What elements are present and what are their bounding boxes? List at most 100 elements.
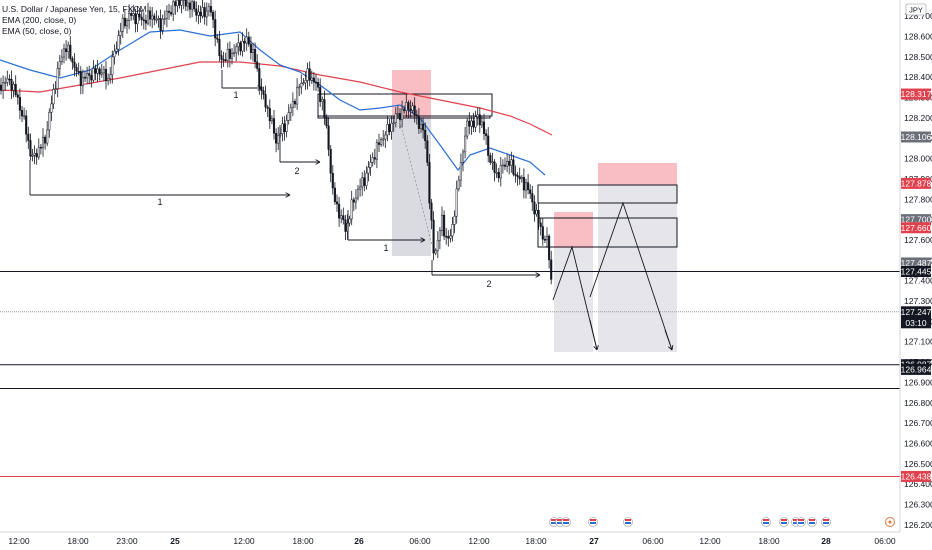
event-flag-stripe (551, 522, 557, 524)
candle-body (44, 136, 47, 144)
candle-body (136, 13, 139, 25)
event-icon (623, 517, 633, 527)
candle-body (94, 68, 97, 74)
event-icon (588, 517, 598, 527)
candle-body (25, 115, 28, 135)
event-icon (561, 517, 571, 527)
candle-body (529, 189, 532, 194)
candle-body (480, 121, 483, 126)
candle-body (35, 153, 38, 158)
event-flag-stripe (763, 522, 769, 524)
candle-body (195, 8, 198, 16)
candle-body (411, 105, 414, 111)
candle-body (241, 40, 244, 52)
candle-body (398, 113, 402, 120)
event-flag-stripe (557, 522, 563, 524)
candle-body (8, 78, 11, 81)
wave-label: 2 (486, 279, 491, 289)
price-tick-label: 128.500 (904, 52, 932, 62)
candle-body (237, 42, 240, 48)
price-label-box (901, 306, 931, 329)
candle-body (535, 209, 538, 215)
candle-body (459, 162, 462, 181)
candle-body (41, 136, 45, 149)
candle-body (163, 18, 166, 20)
event-flag-stripe (763, 519, 769, 521)
candle-body (539, 222, 542, 227)
candle-body (199, 11, 202, 17)
wave-label: 1 (233, 90, 238, 100)
price-label-text: 128.317 (901, 89, 932, 99)
candle-body (474, 116, 477, 128)
candle-body (149, 10, 152, 20)
candle-body (16, 94, 19, 98)
candle-body (396, 113, 399, 115)
event-icon (807, 517, 817, 527)
candle-body (354, 197, 357, 203)
candle-body (501, 164, 504, 167)
candle-body (75, 67, 78, 72)
candle-body (464, 135, 467, 153)
candle-body (170, 12, 173, 15)
time-tick-label: 12:00 (468, 536, 490, 546)
event-flag-stripe (551, 519, 557, 521)
event-flag-stripe (823, 522, 829, 524)
price-tick-label: 126.400 (904, 479, 932, 489)
candle-body (312, 77, 315, 83)
candle-body (157, 18, 160, 20)
candle-body (140, 16, 143, 20)
candle-body (443, 214, 446, 237)
price-tick-label: 128.400 (904, 72, 932, 82)
event-flag-stripe (557, 519, 563, 521)
candles-layer (0, 0, 553, 285)
projection-path-2 (589, 201, 673, 351)
candle-body (449, 235, 452, 239)
candle-body (100, 72, 103, 75)
candle-body (77, 70, 80, 73)
price-tick-label: 127.100 (904, 337, 932, 347)
candle-body (172, 1, 175, 15)
candle-body (457, 179, 460, 190)
candle-body (409, 108, 412, 111)
candle-body (472, 120, 475, 128)
candle-body (197, 11, 200, 16)
candle-body (132, 13, 135, 16)
candle-body (380, 139, 383, 145)
candle-body (275, 132, 278, 144)
candle-body (342, 215, 345, 221)
candle-body (12, 84, 15, 91)
candle-body (277, 134, 280, 144)
candle-body (62, 48, 66, 58)
candle-body (69, 44, 72, 59)
event-flag-stripe (793, 519, 799, 521)
candle-body (52, 89, 55, 105)
event-flag-stripe (793, 522, 799, 524)
candle-body (287, 112, 290, 121)
candle-body (58, 61, 61, 69)
time-tick-label: 12:00 (699, 536, 721, 546)
candle-body (506, 160, 509, 167)
candle-body (461, 151, 465, 163)
candle-body (485, 133, 488, 137)
legend-ema200[interactable]: EMA (200, close, 0) (2, 15, 77, 25)
candle-body (386, 124, 389, 136)
candle-body (186, 2, 189, 7)
candle-body (489, 155, 492, 163)
candle-body (176, 0, 179, 7)
event-flag-stripe (798, 522, 804, 524)
candle-body (394, 113, 397, 124)
undefined-head (315, 159, 321, 165)
candle-body (476, 114, 479, 118)
candle-body (319, 86, 322, 102)
candle-body (344, 219, 347, 232)
legend-symbol[interactable]: U.S. Dollar / Japanese Yen, 15, FXCM (2, 4, 147, 14)
candle-body (153, 15, 156, 20)
legend-ema50[interactable]: EMA (50, close, 0) (2, 26, 72, 36)
alert-dot (888, 520, 892, 524)
candle-body (14, 84, 17, 96)
candle-body (46, 129, 49, 144)
candle-body (188, 2, 192, 10)
candle-body (527, 182, 530, 191)
event-flag-stripe (625, 519, 631, 521)
